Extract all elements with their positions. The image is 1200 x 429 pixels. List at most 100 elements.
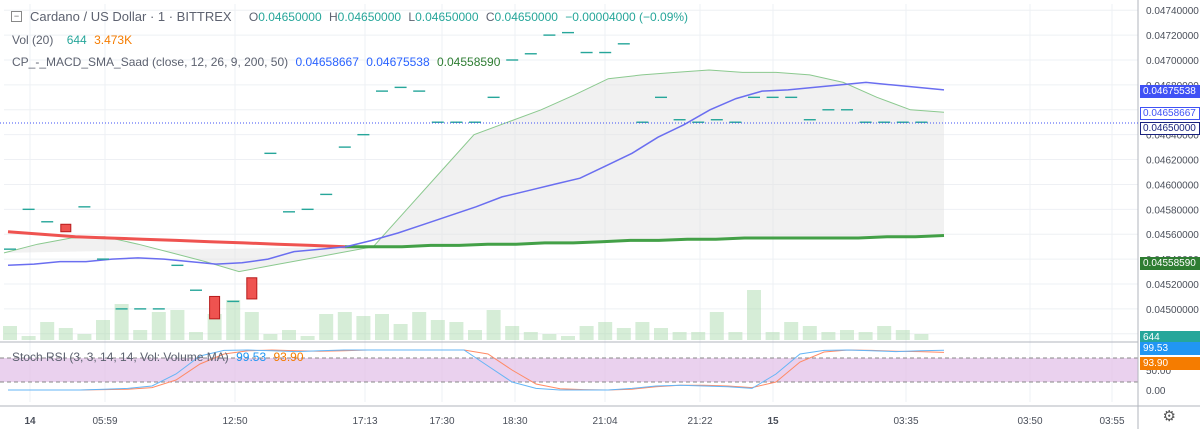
y-tick-label: 0.04700000	[1146, 56, 1199, 67]
stoch-band	[0, 358, 1138, 382]
blue-signal-line	[7, 81, 945, 267]
macd-legend-v3: 0.04558590	[436, 55, 501, 69]
symbol-title: Cardano / US Dollar · 1 · BITTREX	[30, 9, 232, 24]
settings-gear-icon[interactable]: ⚙	[1162, 408, 1176, 425]
volume-bar	[449, 322, 464, 340]
x-tick-label: 18:30	[502, 416, 527, 427]
volume-bar	[505, 326, 520, 340]
y-tick-label: 0.04600000	[1146, 180, 1199, 191]
volume-legend-value: 644	[66, 33, 87, 47]
open-label: O	[248, 10, 259, 24]
high-label: H	[329, 10, 338, 24]
volume-bar	[802, 326, 817, 340]
band-fill	[4, 70, 944, 272]
volume-bar	[114, 304, 129, 340]
volume-bar	[579, 326, 594, 340]
volume-bar	[765, 332, 780, 340]
open-value: 0.04650000	[258, 10, 322, 24]
volume-bar	[709, 312, 724, 340]
volume-bar	[282, 330, 296, 340]
volume-bar	[21, 336, 36, 340]
change-value: −0.00004000 (−0.09%)	[565, 10, 689, 24]
volume-bar	[207, 314, 222, 340]
volume-bar	[877, 326, 892, 340]
price-tag-stoch-k: 99.53	[1140, 342, 1200, 355]
y-tick-label: 0.04520000	[1146, 280, 1199, 291]
x-tick-label: 17:30	[429, 416, 454, 427]
green-ma-line	[345, 234, 945, 249]
collapse-legend-button[interactable]: −	[11, 11, 22, 22]
stoch-rsi-pane	[0, 349, 1138, 391]
x-tick-label: 03:35	[893, 416, 918, 427]
volume-bar	[375, 314, 389, 340]
stoch-legend-d: 93.90	[273, 350, 304, 364]
volume-bar	[858, 332, 873, 340]
x-tick-label: 21:04	[592, 416, 617, 427]
volume-bar	[319, 314, 334, 340]
indicator-lines	[3, 69, 945, 273]
volume-bar	[486, 310, 501, 340]
volume-bar	[300, 336, 315, 340]
volume-bar	[840, 330, 854, 340]
price-tag-green: 0.04558590	[1140, 257, 1200, 270]
volume-bar	[784, 322, 799, 340]
volume-bar	[40, 322, 55, 340]
price-tag-stoch-d: 93.90	[1140, 357, 1200, 370]
candle-down	[246, 277, 258, 300]
price-tag-blue: 0.04675538	[1140, 85, 1200, 98]
x-tick-label: 03:55	[1099, 416, 1124, 427]
volume-legend: Vol (20) 644 3.473K	[12, 33, 136, 47]
volume-bar	[598, 322, 613, 340]
low-label: L	[408, 10, 416, 24]
grid-lines	[4, 4, 1138, 402]
volume-bar	[263, 334, 278, 340]
y-tick-label: 0.04580000	[1146, 205, 1199, 216]
x-tick-label: 15	[767, 416, 779, 427]
price-tag-last: 0.04650000	[1140, 122, 1200, 135]
volume-bar	[672, 332, 687, 340]
macd-legend-v2: 0.04675538	[366, 55, 430, 69]
volume-bar	[58, 328, 73, 340]
volume-bar	[77, 334, 92, 340]
candle-down	[60, 223, 72, 233]
x-tick-label: 17:13	[352, 416, 377, 427]
y-tick-label: 0.04500000	[1146, 305, 1199, 316]
low-value: 0.04650000	[415, 10, 479, 24]
volume-bar	[170, 310, 185, 340]
stoch-legend: Stoch RSI (3, 3, 14, 14, Vol: Volume MA)…	[12, 350, 308, 364]
volume-bar	[654, 328, 668, 340]
volume-bar	[96, 320, 110, 340]
volume-bar	[3, 326, 17, 340]
volume-bar	[728, 332, 743, 340]
stoch-y-tick: 50.00	[1146, 366, 1171, 377]
stoch-k-line	[8, 349, 945, 391]
stoch-legend-label: Stoch RSI (3, 3, 14, 14, Vol: Volume MA)	[12, 350, 229, 364]
volume-bar	[151, 312, 166, 340]
price-candles	[4, 31, 928, 320]
x-tick-label: 14	[24, 416, 36, 427]
x-tick-label: 05:59	[92, 416, 117, 427]
macd-legend: CP_-_MACD_SMA_Saad (close, 12, 26, 9, 20…	[12, 55, 504, 69]
x-tick-label: 12:50	[222, 416, 247, 427]
volume-bar	[337, 312, 352, 340]
stoch-legend-k: 99.53	[236, 350, 267, 364]
x-tick-label: 21:22	[687, 416, 712, 427]
volume-bars	[3, 290, 929, 340]
upper-band-line	[3, 69, 945, 273]
volume-bar	[430, 320, 445, 340]
volume-legend-ma: 3.473K	[94, 33, 133, 47]
volume-bar	[635, 322, 650, 340]
volume-bar	[691, 332, 706, 340]
volume-bar	[393, 324, 408, 340]
volume-bar	[412, 312, 427, 340]
y-tick-label: 0.04640000	[1146, 131, 1199, 142]
volume-bar	[616, 328, 631, 340]
volume-bar	[542, 334, 557, 340]
price-tag-volume: 644	[1140, 331, 1200, 344]
volume-bar	[561, 336, 575, 340]
volume-bar	[821, 332, 836, 340]
y-tick-label: 0.04720000	[1146, 31, 1199, 42]
volume-bar	[523, 332, 538, 340]
red-ma-line	[7, 230, 346, 249]
